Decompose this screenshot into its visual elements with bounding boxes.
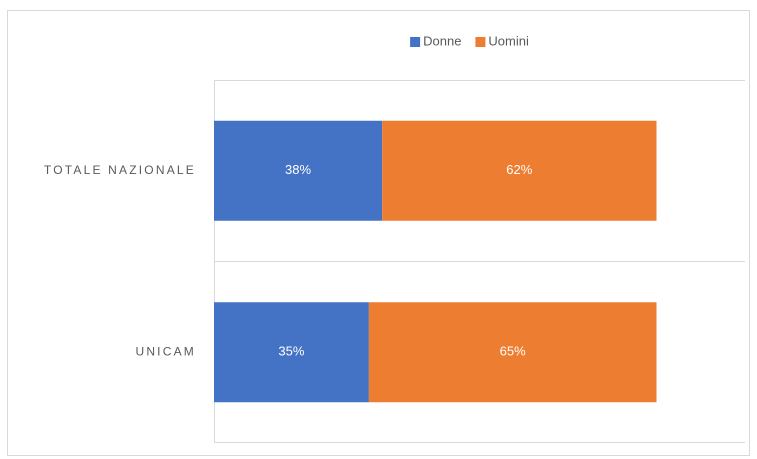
legend-swatch [475,37,486,47]
y-tick-label: TOTALE NAZIONALE [44,163,196,177]
data-label: 65% [500,344,526,359]
data-label: 35% [278,344,304,359]
bar-segment [368,302,657,403]
data-label: 62% [506,162,532,177]
legend-label: Donne [423,33,461,48]
data-label: 38% [285,162,311,177]
legend-label: Uomini [488,33,529,48]
bar-segment [382,120,657,221]
legend-swatch [410,37,421,47]
y-tick-label: UNICAM [135,344,196,358]
bar-segment [214,302,369,403]
bar-segment [214,120,383,221]
